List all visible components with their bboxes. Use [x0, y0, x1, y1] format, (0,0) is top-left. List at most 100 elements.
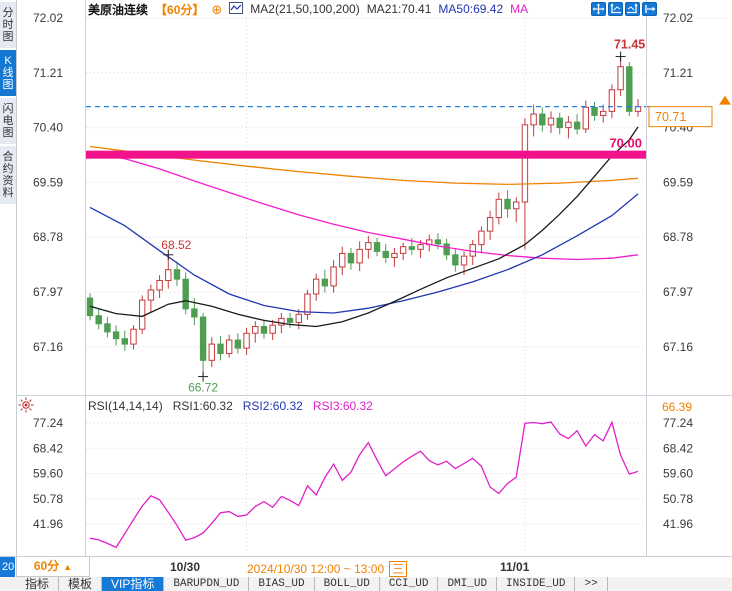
ma-line-ma50 [89, 193, 639, 314]
price-tick-left: 68.78 [33, 230, 63, 244]
rsi-tick-right: 41.96 [663, 517, 693, 531]
candle-body [147, 289, 155, 301]
tab-1[interactable]: 模板 [59, 577, 103, 591]
candle-body [565, 121, 572, 129]
ma-line-ma100 [89, 145, 639, 186]
candle-body [547, 117, 555, 126]
tab-0[interactable]: 指标 [16, 577, 60, 591]
marker-price-label: 71.45 [614, 38, 645, 52]
chart-header: 美原油连续 【60分】 ⊕ MA2(21,50,100,200) MA21:70… [88, 1, 528, 17]
candle-body [339, 252, 346, 268]
candle-body [365, 242, 372, 250]
support-band-label: 70.00 [609, 136, 642, 151]
price-tick-left: 67.97 [33, 285, 63, 299]
candle-body [165, 269, 172, 281]
candle-body [634, 106, 642, 112]
indicator-chart-icon [229, 1, 244, 17]
rsi-header: RSI(14,14,14) RSI1:60.32 RSI2:60.32 RSI3… [88, 399, 373, 413]
rsi1-value: RSI1:60.32 [172, 399, 233, 413]
candle-body [243, 332, 250, 349]
candle-body [617, 66, 624, 91]
crosshair-lock-icon[interactable] [18, 397, 34, 413]
axis-scale-left-icon[interactable] [608, 2, 623, 16]
rsi-tick-left: 41.96 [33, 517, 63, 531]
triangle-up-icon: ▲ [63, 562, 73, 572]
candle-body [312, 278, 320, 295]
ma-line-ma200 [89, 152, 639, 261]
candle-body [173, 269, 181, 280]
date-tick-left: 10/30 [170, 560, 201, 574]
candle-body [252, 326, 259, 334]
candle-body [191, 308, 198, 318]
pop-out-icon[interactable] [642, 2, 657, 16]
candle-body [321, 278, 329, 287]
tab-2[interactable]: VIP指标 [102, 577, 165, 591]
candle-body [600, 110, 607, 116]
sidebar-item-3[interactable]: 合约资料 [0, 146, 16, 204]
support-band[interactable] [86, 150, 646, 159]
rsi-tick-right: 68.42 [663, 441, 693, 455]
ma50-value: MA50:69.42 [438, 2, 504, 16]
sidebar-item-2[interactable]: 闪电图 [0, 98, 16, 144]
corner-badge[interactable]: 20 [0, 557, 15, 577]
tab-8[interactable]: INSIDE_UD [497, 577, 576, 591]
rsi-function-label: RSI(14,14,14) [88, 399, 163, 413]
candle-body [417, 244, 424, 250]
candle-body [408, 246, 416, 250]
period-selector-button[interactable]: 60分 ▲ [16, 557, 90, 577]
tab-6[interactable]: CCI_UD [380, 577, 439, 591]
pan-icon[interactable] [591, 2, 606, 16]
price-tick-right: 72.02 [663, 11, 693, 25]
candle-body [391, 252, 398, 258]
candle-body [269, 324, 276, 334]
candle-body [591, 106, 598, 116]
ma21-value: MA21:70.41 [366, 2, 432, 16]
candle-body [452, 254, 459, 266]
candle-body [443, 243, 450, 256]
rsi-tick-left: 68.42 [33, 441, 63, 455]
rsi-tick-left: 59.60 [33, 467, 63, 481]
crosshair-time-range: 2024/10/30 12:00 ~ 13:00 三 [247, 560, 408, 577]
rsi2-value: RSI2:60.32 [242, 399, 303, 413]
candle-body [104, 323, 111, 333]
candle-body [530, 113, 537, 126]
candle-body [208, 343, 215, 361]
time-axis: 20 60分 ▲ 10/30 2024/10/30 12:00 ~ 13:00 三 … [0, 556, 732, 577]
rsi-tick-left: 77.24 [33, 416, 63, 430]
candle-body [330, 266, 337, 287]
candle-body [469, 244, 476, 257]
tab-9[interactable]: >> [575, 577, 608, 591]
axis-scale-right-icon[interactable] [625, 2, 640, 16]
candle-body [573, 121, 581, 130]
candle-body [478, 230, 485, 246]
add-compare-icon[interactable]: ⊕ [211, 1, 223, 17]
candle-body [304, 293, 311, 315]
sidebar-item-0[interactable]: 分时图 [0, 2, 16, 48]
candle-body [460, 255, 468, 266]
sidebar-item-1[interactable]: K线图 [0, 50, 16, 96]
candle-body [495, 198, 503, 219]
last-price-tag [648, 106, 713, 128]
period-selector-label: 60分 [33, 559, 60, 573]
candle-body [556, 117, 563, 129]
price-tick-left: 67.16 [33, 340, 63, 354]
candle-body [182, 278, 189, 310]
price-tick-left: 70.40 [33, 121, 63, 135]
tab-5[interactable]: BOLL_UD [315, 577, 380, 591]
price-tick-right: 69.59 [663, 175, 693, 189]
tab-3[interactable]: BARUPDN_UD [164, 577, 250, 591]
candle-body [399, 246, 407, 254]
price-tick-right: 71.21 [663, 66, 693, 80]
candle-body [434, 239, 442, 245]
period-label: 【60分】 [155, 2, 205, 17]
tab-4[interactable]: BIAS_UD [249, 577, 315, 591]
candle-body [130, 328, 137, 345]
weekday-badge: 三 [389, 561, 408, 577]
indicator-tab-bar: 指标 模板 VIP指标 BARUPDN_UD BIAS_UD BOLL_UD CCI_UD D… [0, 577, 732, 591]
ma-function-label: MA2(21,50,100,200) [250, 2, 360, 16]
rsi-line [89, 420, 639, 549]
tab-7[interactable]: DMI_UD [438, 577, 498, 591]
price-tick-right: 67.97 [663, 285, 693, 299]
candle-body [278, 317, 285, 326]
